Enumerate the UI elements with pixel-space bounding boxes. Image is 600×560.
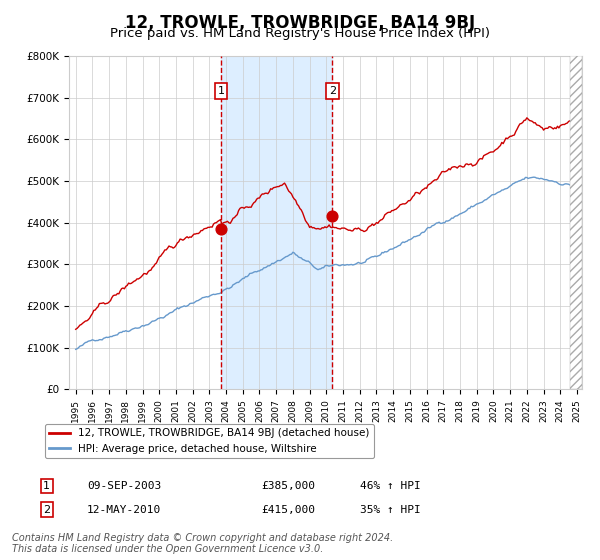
- Polygon shape: [571, 56, 582, 389]
- Text: 2: 2: [43, 505, 50, 515]
- Text: 12, TROWLE, TROWBRIDGE, BA14 9BJ: 12, TROWLE, TROWBRIDGE, BA14 9BJ: [125, 14, 475, 32]
- Text: 1: 1: [43, 481, 50, 491]
- Text: £385,000: £385,000: [261, 481, 315, 491]
- Text: 09-SEP-2003: 09-SEP-2003: [87, 481, 161, 491]
- Text: Contains HM Land Registry data © Crown copyright and database right 2024.
This d: Contains HM Land Registry data © Crown c…: [12, 533, 393, 554]
- Point: [328, 212, 337, 221]
- Text: 2: 2: [329, 86, 336, 96]
- Text: 35% ↑ HPI: 35% ↑ HPI: [360, 505, 421, 515]
- Bar: [221, 56, 332, 389]
- Text: 46% ↑ HPI: 46% ↑ HPI: [360, 481, 421, 491]
- Legend: 12, TROWLE, TROWBRIDGE, BA14 9BJ (detached house), HPI: Average price, detached : 12, TROWLE, TROWBRIDGE, BA14 9BJ (detach…: [45, 424, 374, 458]
- Text: £415,000: £415,000: [261, 505, 315, 515]
- Text: Price paid vs. HM Land Registry's House Price Index (HPI): Price paid vs. HM Land Registry's House …: [110, 27, 490, 40]
- Text: 12-MAY-2010: 12-MAY-2010: [87, 505, 161, 515]
- Text: 1: 1: [217, 86, 224, 96]
- Point: [216, 225, 226, 234]
